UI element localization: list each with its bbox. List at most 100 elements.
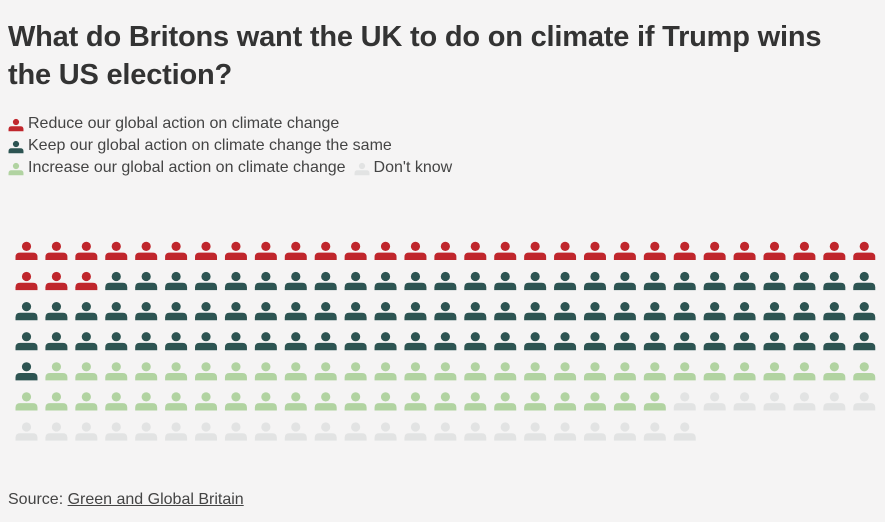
- waffle-icon: [524, 422, 547, 441]
- legend-item: Reduce our global action on climate chan…: [8, 113, 339, 135]
- waffle-icon: [763, 302, 786, 321]
- waffle-icon: [763, 271, 786, 291]
- waffle-icon: [673, 332, 696, 351]
- waffle-icon: [344, 362, 367, 381]
- waffle-icon: [314, 362, 337, 381]
- waffle-icon: [135, 241, 158, 260]
- waffle-icon: [135, 302, 158, 321]
- waffle-icon: [464, 362, 487, 381]
- waffle-icon: [643, 362, 666, 381]
- waffle-icon: [524, 302, 547, 321]
- waffle-icon: [374, 302, 397, 321]
- waffle-icon: [135, 332, 158, 351]
- waffle-icon: [643, 332, 666, 351]
- waffle-icon: [823, 332, 846, 351]
- waffle-icon: [673, 241, 696, 260]
- waffle-icon: [823, 302, 846, 321]
- waffle-icon: [763, 241, 786, 260]
- person-icon: [8, 118, 24, 132]
- waffle-icon: [224, 302, 247, 321]
- waffle-icon: [404, 392, 427, 411]
- waffle-icon: [75, 362, 98, 381]
- waffle-icon: [853, 271, 876, 291]
- waffle-icon: [284, 241, 307, 260]
- source-label: Source:: [8, 491, 64, 508]
- waffle-icon: [554, 392, 577, 411]
- waffle-icon: [613, 332, 636, 351]
- waffle-icon: [224, 241, 247, 260]
- waffle-icon: [763, 392, 786, 411]
- waffle-icon: [434, 241, 457, 260]
- waffle-icon: [195, 241, 218, 260]
- waffle-icon: [75, 332, 98, 351]
- waffle-icon: [524, 362, 547, 381]
- waffle-icon: [224, 392, 247, 411]
- waffle-icon: [434, 332, 457, 351]
- waffle-icon: [45, 241, 68, 260]
- waffle-icon: [344, 241, 367, 260]
- waffle-icon: [464, 241, 487, 260]
- waffle-icon: [793, 332, 816, 351]
- waffle-icon: [554, 302, 577, 321]
- waffle-icon: [524, 392, 547, 411]
- waffle-icon: [823, 241, 846, 260]
- waffle-icon: [195, 422, 218, 441]
- waffle-icon: [165, 241, 188, 260]
- waffle-icon: [314, 332, 337, 351]
- waffle-chart: [15, 241, 876, 441]
- waffle-icon: [554, 362, 577, 381]
- waffle-icon: [344, 332, 367, 351]
- waffle-icon: [374, 362, 397, 381]
- waffle-icon: [284, 302, 307, 321]
- waffle-icon: [643, 422, 666, 441]
- waffle-icon: [853, 241, 876, 260]
- source-note: Source: Green and Global Britain: [8, 491, 244, 509]
- waffle-icon: [464, 392, 487, 411]
- legend-item: Keep our global action on climate change…: [8, 135, 392, 157]
- waffle-icon: [135, 422, 158, 441]
- waffle-icon: [15, 422, 38, 441]
- waffle-icon: [853, 302, 876, 321]
- waffle-icon: [613, 392, 636, 411]
- waffle-icon: [703, 392, 726, 411]
- waffle-icon: [254, 332, 277, 351]
- waffle-icon: [284, 332, 307, 351]
- waffle-icon: [583, 302, 606, 321]
- waffle-icon: [673, 422, 696, 441]
- waffle-icon: [583, 271, 606, 291]
- waffle-icon: [165, 422, 188, 441]
- waffle-icon: [673, 302, 696, 321]
- waffle-icon: [494, 362, 517, 381]
- waffle-icon: [165, 392, 188, 411]
- waffle-icon: [105, 392, 128, 411]
- legend-row: Keep our global action on climate change…: [8, 135, 868, 157]
- waffle-icon: [733, 271, 756, 291]
- waffle-icon: [733, 392, 756, 411]
- waffle-icon: [434, 392, 457, 411]
- waffle-icon: [374, 422, 397, 441]
- waffle-icon: [344, 392, 367, 411]
- waffle-icon: [673, 392, 696, 411]
- waffle-icon: [673, 362, 696, 381]
- waffle-icon: [254, 271, 277, 291]
- waffle-icon: [464, 422, 487, 441]
- waffle-icon: [703, 241, 726, 260]
- legend-row: Reduce our global action on climate chan…: [8, 113, 868, 135]
- legend-item: Don't know: [354, 157, 452, 179]
- waffle-icon: [464, 302, 487, 321]
- waffle-icon: [314, 422, 337, 441]
- waffle-icon: [763, 332, 786, 351]
- person-icon: [8, 162, 24, 176]
- waffle-icon: [45, 332, 68, 351]
- waffle-icon: [135, 392, 158, 411]
- waffle-icon: [524, 271, 547, 291]
- waffle-icon: [404, 302, 427, 321]
- waffle-icon: [823, 362, 846, 381]
- waffle-icon: [853, 392, 876, 411]
- waffle-icon: [15, 362, 38, 381]
- source-link[interactable]: Green and Global Britain: [67, 491, 244, 508]
- waffle-icon: [823, 392, 846, 411]
- waffle-icon: [404, 422, 427, 441]
- waffle-icon: [554, 422, 577, 441]
- waffle-icon: [195, 302, 218, 321]
